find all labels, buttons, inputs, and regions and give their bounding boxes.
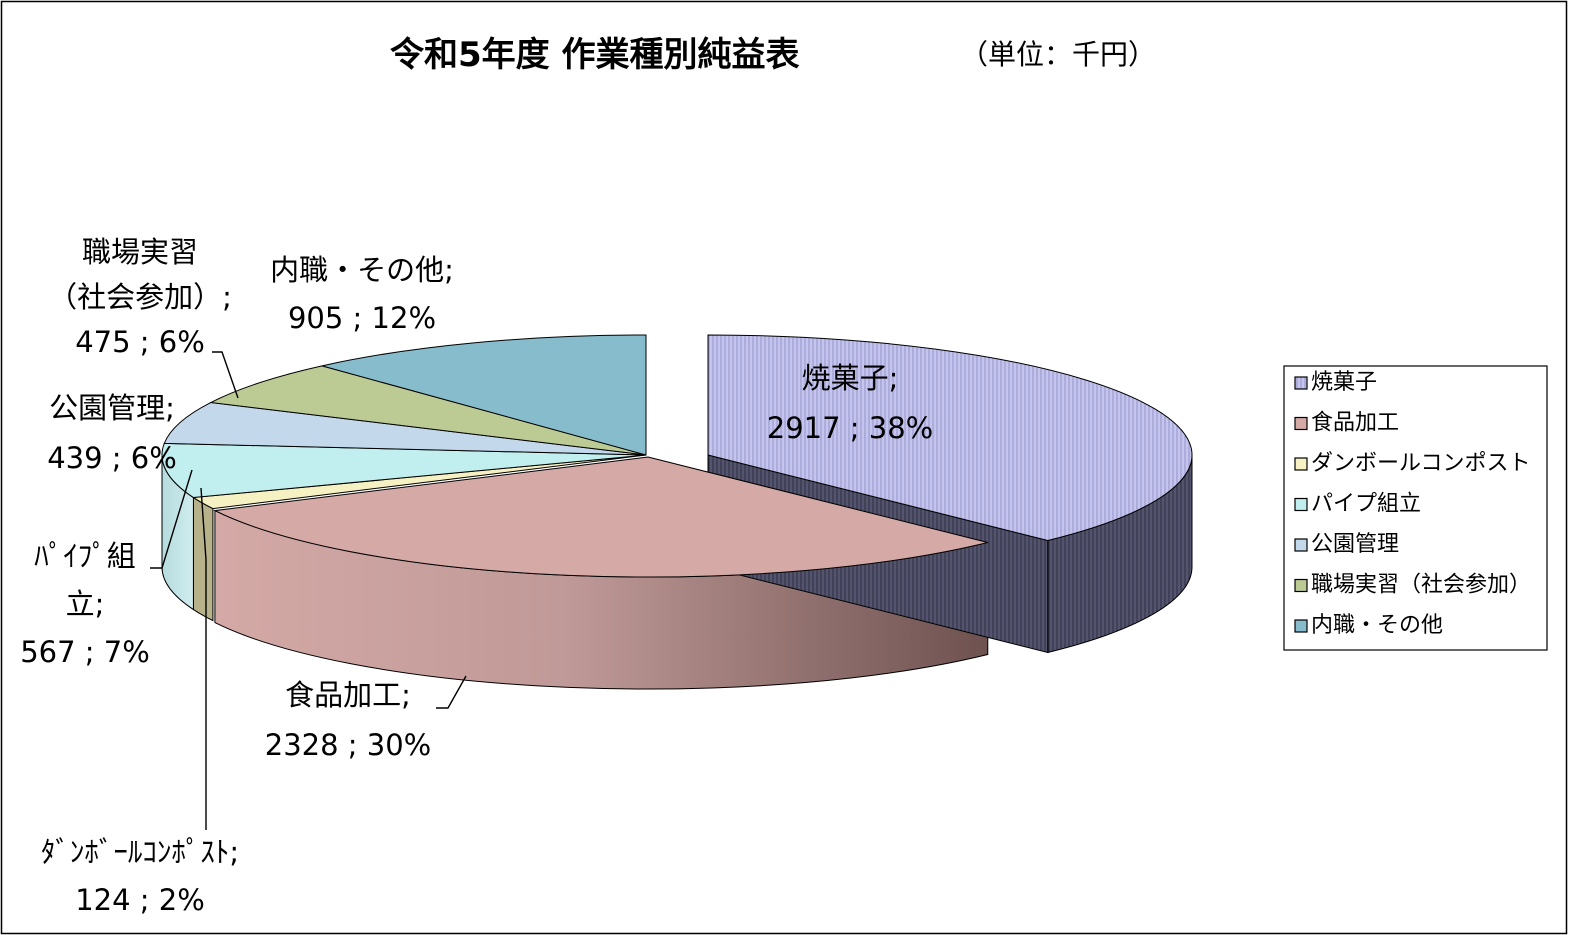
chart-title: 令和5年度 作業種別純益表 bbox=[390, 35, 800, 75]
leader-line bbox=[436, 675, 467, 709]
pie-slice-6 bbox=[321, 334, 647, 456]
pie-plot bbox=[161, 334, 1193, 690]
legend-label-5: 職場実習（社会参加） bbox=[1311, 573, 1531, 598]
data-label-line: ﾀﾞﾝﾎﾞｰﾙｺﾝﾎﾟｽﾄ; bbox=[41, 835, 239, 869]
data-label-0: 焼菓子; 2917 ; 38% bbox=[767, 361, 933, 445]
pie-slice-3 bbox=[161, 442, 647, 499]
legend-label-2: ダンボールコンポスト bbox=[1311, 451, 1531, 476]
data-labels: 焼菓子; 2917 ; 38% 食品加工; 2328 ; 30% ﾀﾞﾝﾎﾞｰﾙｺﾝﾎﾟ… bbox=[20, 235, 933, 917]
pie-slice-0 bbox=[707, 334, 1193, 541]
data-label-line: 905 ; 12% bbox=[288, 301, 436, 335]
data-label-line: 職場実習 bbox=[82, 235, 198, 269]
data-label-line: 567 ; 7% bbox=[20, 635, 150, 669]
legend-label-0: 焼菓子 bbox=[1311, 370, 1377, 395]
data-label-6: 内職・その他; 905 ; 12% bbox=[270, 253, 454, 335]
data-label-line: 焼菓子; bbox=[802, 361, 899, 395]
data-label-4: 公園管理; 439 ; 6% bbox=[47, 391, 177, 475]
data-label-line: 475 ; 6% bbox=[75, 325, 205, 359]
legend-frame bbox=[1283, 365, 1548, 651]
legend-key-6 bbox=[1294, 619, 1308, 633]
data-label-line: 2328 ; 30% bbox=[265, 728, 431, 762]
unit-note: （単位：千円） bbox=[960, 38, 1156, 71]
legend-key-5 bbox=[1294, 578, 1308, 593]
data-label-line: 124 ; 2% bbox=[75, 883, 205, 917]
legend-label-1: 食品加工 bbox=[1311, 411, 1399, 436]
legend-label-3: パイプ組立 bbox=[1311, 492, 1421, 517]
legend-key-2 bbox=[1294, 457, 1308, 471]
pie-slice-4 bbox=[163, 401, 647, 456]
data-label-line: 食品加工; bbox=[285, 678, 411, 712]
data-label-line: 内職・その他; bbox=[270, 253, 454, 287]
legend-key-1 bbox=[1294, 416, 1308, 431]
data-label-line: 2917 ; 38% bbox=[767, 411, 933, 445]
data-label-line: （社会参加）; bbox=[48, 280, 232, 314]
data-label-2: ﾀﾞﾝﾎﾞｰﾙｺﾝﾎﾟｽﾄ; 124 ; 2% bbox=[41, 835, 239, 917]
legend-key-0 bbox=[1294, 376, 1308, 390]
pie-slice-5 bbox=[209, 365, 647, 456]
data-label-line: 439 ; 6% bbox=[47, 441, 177, 475]
pie-slice-1 bbox=[213, 456, 988, 578]
legend-label-6: 内職・その他 bbox=[1311, 613, 1443, 638]
legend-key-3 bbox=[1294, 497, 1308, 512]
legend-label-4: 公園管理 bbox=[1311, 532, 1399, 557]
legend-key-4 bbox=[1294, 538, 1308, 552]
data-label-3: ﾊﾟｲﾌﾟ組立; 567 ; 7% bbox=[20, 539, 150, 669]
leader-line bbox=[200, 487, 207, 830]
data-label-5: 職場実習 （社会参加）; 475 ; 6% bbox=[48, 235, 232, 359]
data-label-line: 立; bbox=[66, 587, 105, 621]
data-label-line: ﾊﾟｲﾌﾟ組 bbox=[34, 539, 136, 573]
leader-line bbox=[150, 469, 193, 569]
data-label-1: 食品加工; 2328 ; 30% bbox=[265, 678, 431, 762]
leader-line bbox=[212, 351, 239, 399]
data-label-line: 公園管理; bbox=[49, 391, 175, 425]
